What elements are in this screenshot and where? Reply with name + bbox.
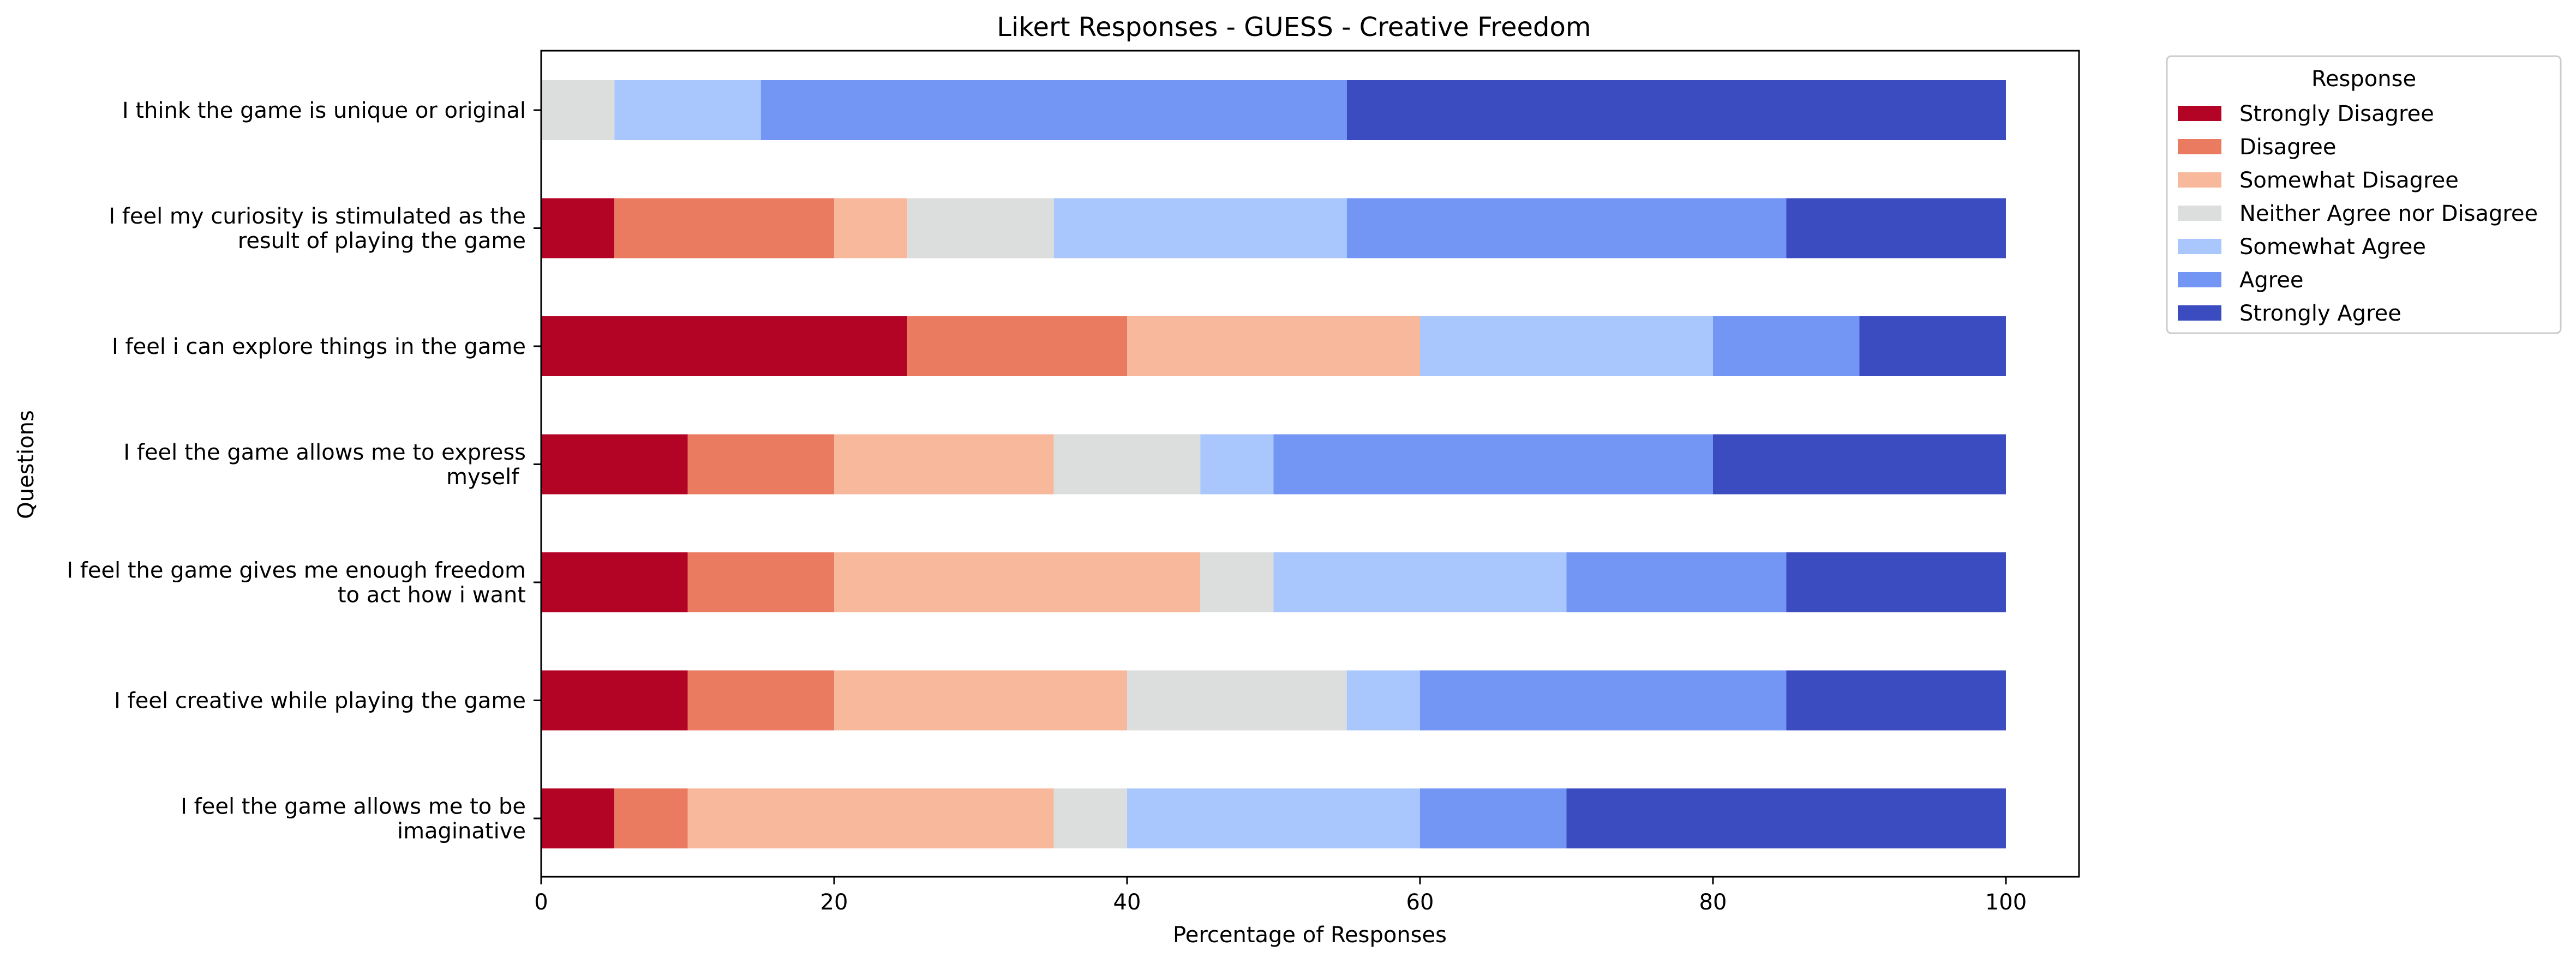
chart-title: Likert Responses - GUESS - Creative Free… bbox=[997, 12, 1591, 43]
bar-segment bbox=[541, 316, 908, 376]
bar-segment bbox=[1346, 80, 2006, 140]
bar-segment bbox=[687, 434, 834, 495]
legend-swatch bbox=[2178, 106, 2221, 121]
bar-segment bbox=[1713, 434, 2006, 495]
x-tick-label: 40 bbox=[1113, 890, 1141, 915]
bar-segment bbox=[1566, 788, 2006, 848]
bar-segment bbox=[541, 80, 615, 140]
y-tick-label: I feel the game allows me to be bbox=[181, 794, 526, 820]
bar-segment bbox=[907, 316, 1127, 376]
y-axis-title: Questions bbox=[14, 410, 39, 519]
legend-label: Neither Agree nor Disagree bbox=[2239, 201, 2538, 226]
bar-segment bbox=[541, 552, 688, 612]
x-tick-label: 100 bbox=[1985, 890, 2027, 915]
legend-swatch bbox=[2178, 172, 2221, 188]
legend-items: Strongly Disagree Disagree Somewhat Disagr… bbox=[2178, 101, 2538, 326]
y-tick-label: I think the game is unique or original bbox=[122, 98, 526, 123]
bars-layer bbox=[541, 80, 2006, 848]
bar-segment bbox=[1127, 788, 1420, 848]
bar-segment bbox=[1859, 316, 2006, 376]
bar-segment bbox=[1053, 788, 1127, 848]
bar-segment bbox=[1786, 552, 2006, 612]
bar-segment bbox=[1053, 198, 1347, 258]
bar-segment bbox=[1200, 434, 1274, 495]
x-tick-label: 80 bbox=[1699, 890, 1727, 915]
y-tick-label: result of playing the game bbox=[238, 228, 526, 254]
legend-swatch bbox=[2178, 305, 2221, 321]
bar-segment bbox=[687, 552, 834, 612]
x-axis: 0 20 40 60 80 100 bbox=[534, 877, 2027, 915]
legend-label: Strongly Agree bbox=[2239, 301, 2401, 326]
bar-segment bbox=[541, 670, 688, 731]
bar-segment bbox=[1127, 316, 1420, 376]
y-axis: I think the game is unique or original I … bbox=[67, 98, 541, 844]
bar-segment bbox=[1273, 552, 1567, 612]
y-tick-label: imaginative bbox=[397, 819, 526, 844]
bar-segment bbox=[834, 198, 908, 258]
legend-swatch bbox=[2178, 206, 2221, 221]
bar-segment bbox=[1127, 670, 1347, 731]
legend-swatch bbox=[2178, 239, 2221, 254]
y-tick-label: to act how i want bbox=[338, 583, 526, 608]
bar-segment bbox=[614, 80, 761, 140]
bar-segment bbox=[1346, 670, 1420, 731]
legend-label: Agree bbox=[2239, 268, 2304, 293]
legend-label: Somewhat Agree bbox=[2239, 234, 2426, 260]
x-tick-label: 0 bbox=[534, 890, 548, 915]
legend-swatch bbox=[2178, 139, 2221, 154]
bar-segment bbox=[1420, 316, 1713, 376]
legend-swatch bbox=[2178, 272, 2221, 287]
bar-segment bbox=[687, 670, 834, 731]
bar-segment bbox=[1053, 434, 1201, 495]
x-axis-title: Percentage of Responses bbox=[1173, 923, 1447, 948]
legend-label: Strongly Disagree bbox=[2239, 101, 2434, 126]
bar-segment bbox=[1786, 198, 2006, 258]
y-tick-label: I feel my curiosity is stimulated as the bbox=[109, 204, 526, 229]
y-tick-label: I feel i can explore things in the game bbox=[112, 334, 526, 359]
legend-label: Somewhat Disagree bbox=[2239, 168, 2459, 193]
bar-segment bbox=[1273, 434, 1713, 495]
y-tick-label: I feel creative while playing the game bbox=[114, 689, 526, 714]
bar-segment bbox=[541, 198, 615, 258]
bar-segment bbox=[614, 198, 834, 258]
bar-segment bbox=[541, 434, 688, 495]
bar-segment bbox=[1200, 552, 1274, 612]
y-tick-label: I feel the game allows me to express bbox=[123, 440, 526, 465]
bar-segment bbox=[834, 670, 1127, 731]
bar-segment bbox=[541, 788, 615, 848]
bar-segment bbox=[1420, 788, 1567, 848]
bar-segment bbox=[834, 434, 1054, 495]
bar-segment bbox=[687, 788, 1054, 848]
bar-segment bbox=[1786, 670, 2006, 731]
legend: Response Strongly Disagree Disagree Somewh… bbox=[2166, 55, 2562, 334]
x-tick-label: 20 bbox=[820, 890, 848, 915]
legend-frame bbox=[2166, 55, 2562, 334]
x-tick-label: 60 bbox=[1406, 890, 1434, 915]
bar-segment bbox=[614, 788, 688, 848]
legend-title: Response bbox=[2311, 67, 2416, 92]
y-tick-label: I feel the game gives me enough freedom bbox=[67, 558, 526, 583]
y-tick-label: myself bbox=[446, 465, 526, 490]
bar-segment bbox=[834, 552, 1201, 612]
bar-segment bbox=[907, 198, 1054, 258]
bar-segment bbox=[1420, 670, 1787, 731]
legend-label: Disagree bbox=[2239, 135, 2336, 160]
bar-segment bbox=[1346, 198, 1787, 258]
bar-segment bbox=[760, 80, 1347, 140]
bar-segment bbox=[1566, 552, 1787, 612]
bar-segment bbox=[1713, 316, 1860, 376]
